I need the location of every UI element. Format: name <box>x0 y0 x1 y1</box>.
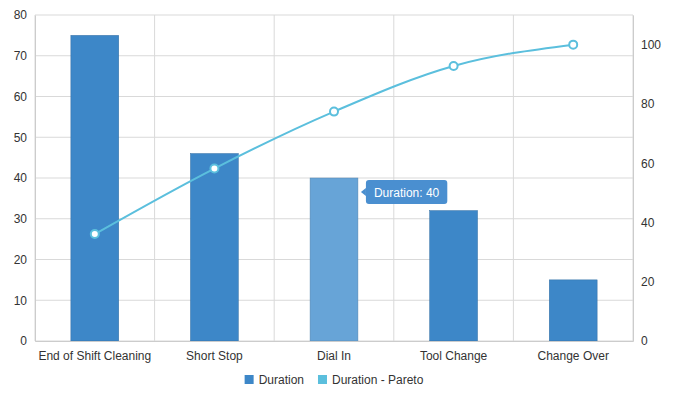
chart: 0 10 20 30 40 50 60 70 80 0 20 40 60 80 100 End of Shif… <box>0 0 675 396</box>
grid-line-vertical <box>633 15 634 341</box>
bar <box>310 178 358 341</box>
y-tick-label: 30 <box>14 212 28 226</box>
grid <box>35 15 633 341</box>
grid-line <box>35 137 633 138</box>
axis-line <box>633 16 634 342</box>
y-tick: 20 <box>14 253 35 267</box>
y-tick: 40 <box>14 171 35 185</box>
y2-tick: 100 <box>633 38 661 52</box>
y-tick: 60 <box>14 90 35 104</box>
x-tick: Dial In <box>317 341 351 363</box>
y-tick-label: 0 <box>20 334 27 348</box>
marker <box>450 62 458 70</box>
grid-line-vertical <box>154 15 155 341</box>
legend-swatch <box>245 375 254 384</box>
x-tick: End of Shift Cleaning <box>38 341 151 363</box>
grid-line-vertical <box>513 15 514 341</box>
grid-line-vertical <box>393 15 394 341</box>
y-tick: 10 <box>14 294 35 308</box>
bar <box>430 211 478 341</box>
y-tick-label: 20 <box>14 253 28 267</box>
bar <box>190 154 238 341</box>
grid-line-vertical <box>35 15 36 341</box>
y2-tick-label: 40 <box>641 216 655 230</box>
bar <box>549 280 597 341</box>
marker <box>210 165 218 173</box>
x-tick: Tool Change <box>420 341 488 363</box>
x-tick-label: Dial In <box>317 349 351 363</box>
x-tick-label: Change Over <box>538 349 609 363</box>
y-tick-label: 10 <box>14 294 28 308</box>
legend: Duration Duration - Pareto <box>245 373 424 387</box>
axis-line <box>36 341 634 342</box>
y2-tick: 80 <box>633 97 655 111</box>
legend-swatch <box>318 375 327 384</box>
y2-tick-label: 20 <box>641 275 655 289</box>
marker <box>330 108 338 116</box>
y-tick-label: 40 <box>14 171 28 185</box>
grid-line <box>35 15 633 16</box>
tooltip-text: Duration: 40 <box>374 186 440 200</box>
plot: 0 10 20 30 40 50 60 70 80 0 20 40 60 80 100 End of Shif… <box>14 8 662 362</box>
marks <box>71 35 597 341</box>
x-axis: End of Shift Cleaning Short Stop Dial In To… <box>36 341 634 363</box>
y-tick-label: 70 <box>14 49 28 63</box>
y-tick: 30 <box>14 212 35 226</box>
legend-label: Duration - Pareto <box>332 373 424 387</box>
y2-tick-label: 100 <box>641 38 661 52</box>
y-tick-label: 80 <box>14 8 28 22</box>
y-tick: 70 <box>14 49 35 63</box>
grid-line <box>35 96 633 97</box>
grid-line <box>35 55 633 56</box>
x-tick-label: Tool Change <box>420 349 488 363</box>
y2-tick-label: 0 <box>641 334 648 348</box>
marker <box>91 230 99 238</box>
y2-tick-label: 80 <box>641 97 655 111</box>
y-tick: 80 <box>14 8 35 22</box>
line <box>95 45 573 234</box>
axis-line <box>35 16 36 342</box>
marker <box>569 41 577 49</box>
y-tick: 0 <box>20 334 35 348</box>
tooltip-box <box>366 180 447 204</box>
y2-tick: 0 <box>633 334 648 348</box>
x-tick: Change Over <box>538 341 609 363</box>
tooltip: Duration: 40 <box>361 180 447 204</box>
y2-tick: 60 <box>633 157 655 171</box>
x-tick-label: End of Shift Cleaning <box>38 349 151 363</box>
y2-tick-label: 60 <box>641 157 655 171</box>
x-tick-label: Short Stop <box>186 349 243 363</box>
y-axis: 0 10 20 30 40 50 60 70 80 <box>14 8 36 348</box>
legend-item: Duration - Pareto <box>318 373 424 387</box>
tooltip-pointer <box>361 188 366 196</box>
y-tick-label: 60 <box>14 90 28 104</box>
y-tick-label: 50 <box>14 131 28 145</box>
y2-tick: 20 <box>633 275 655 289</box>
legend-item: Duration <box>245 373 304 387</box>
y2-axis: 0 20 40 60 80 100 <box>633 16 661 349</box>
grid-line-vertical <box>274 15 275 341</box>
y-tick: 50 <box>14 131 35 145</box>
x-tick: Short Stop <box>186 341 243 363</box>
legend-label: Duration <box>259 373 304 387</box>
bar <box>71 35 119 341</box>
y2-tick: 40 <box>633 216 655 230</box>
